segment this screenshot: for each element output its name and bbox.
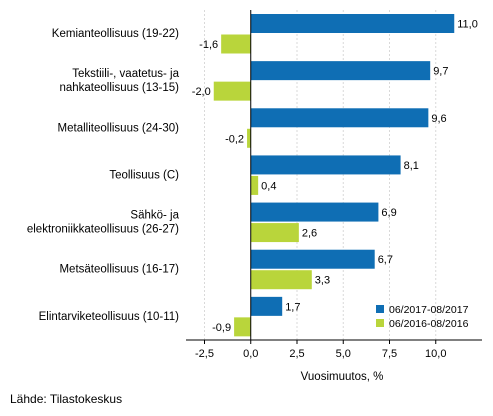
- bar-s0-c3: [250, 155, 401, 175]
- value-label-s0-c1: 9,7: [433, 66, 448, 78]
- bar-s1-c4: [250, 223, 299, 243]
- x-tick-label-4: 7,5: [382, 348, 397, 360]
- category-label-5-0: Metsäteollisuus (16-17): [59, 264, 179, 276]
- legend-label-1: 06/2016-08/2016: [389, 318, 469, 330]
- value-label-s1-c3: 0,4: [261, 180, 276, 192]
- bar-s0-c2: [250, 108, 429, 128]
- x-tick-label-1: 0,0: [243, 348, 258, 360]
- bar-s1-c6: [234, 317, 251, 337]
- value-label-s1-c1: -2,0: [192, 86, 211, 98]
- value-label-s0-c5: 6,7: [378, 254, 393, 266]
- bar-s1-c2: [247, 128, 251, 148]
- bar-s0-c5: [250, 249, 375, 269]
- category-label-2-0: Metalliteollisuus (24-30): [58, 122, 180, 134]
- value-label-s0-c2: 9,6: [431, 113, 446, 125]
- x-tick-label-2: 2,5: [289, 348, 304, 360]
- value-label-s1-c6: -0,9: [212, 322, 231, 334]
- value-label-s1-c0: -1,6: [199, 39, 218, 51]
- x-axis-title: Vuosimuutos, %: [301, 371, 384, 383]
- category-label-1-1: nahkateollisuus (13-15): [59, 82, 179, 94]
- category-label-3-0: Teollisuus (C): [109, 169, 179, 181]
- category-label-4-0: Sähkö- ja: [130, 210, 179, 222]
- category-label-0-0: Kemianteollisuus (19-22): [52, 28, 179, 40]
- category-label-4-1: elektroniikkateollisuus (26-27): [27, 224, 179, 236]
- value-label-s1-c2: -0,2: [225, 133, 244, 145]
- category-label-1-0: Tekstiili-, vaatetus- ja: [72, 68, 179, 80]
- bar-s1-c0: [221, 34, 251, 54]
- bar-s1-c1: [213, 81, 251, 101]
- bar-s0-c1: [250, 61, 431, 81]
- value-label-s1-c5: 3,3: [315, 275, 330, 287]
- legend-swatch-0: [376, 305, 384, 313]
- value-label-s0-c6: 1,7: [285, 301, 300, 313]
- x-tick-label-0: -2,5: [195, 348, 214, 360]
- legend-swatch-1: [376, 319, 384, 327]
- source-note: Lähde: Tilastokeskus: [10, 392, 123, 406]
- value-label-s0-c0: 11,0: [457, 19, 478, 31]
- x-tick-label-5: 10,0: [425, 348, 446, 360]
- category-label-6-0: Elintarviketeollisuus (10-11): [39, 311, 180, 323]
- bar-s1-c3: [250, 175, 259, 195]
- value-label-s0-c4: 6,9: [381, 207, 396, 219]
- bar-s0-c0: [250, 14, 455, 33]
- bar-s0-c6: [250, 296, 283, 316]
- legend-label-0: 06/2017-08/2017: [389, 304, 469, 316]
- value-label-s1-c4: 2,6: [302, 228, 317, 240]
- bar-s1-c5: [250, 270, 312, 290]
- bar-s0-c4: [250, 202, 379, 222]
- x-tick-label-3: 5,0: [336, 348, 351, 360]
- value-label-s0-c3: 8,1: [404, 160, 419, 172]
